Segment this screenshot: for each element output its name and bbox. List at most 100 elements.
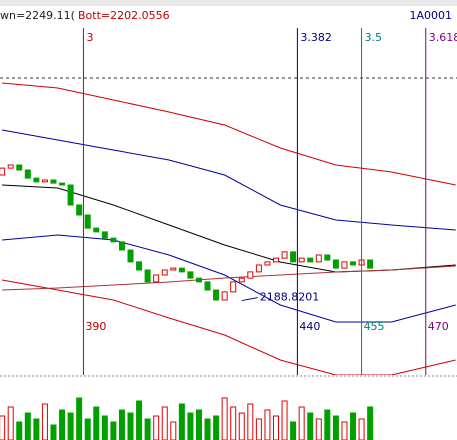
candle <box>84 214 91 229</box>
candle <box>187 271 194 279</box>
volume-bar <box>238 412 245 440</box>
volume-bar <box>7 406 14 440</box>
volume-bar <box>332 415 339 440</box>
candle <box>255 264 262 273</box>
volume-bar <box>76 397 83 440</box>
time-ratio: 3.382 <box>300 31 332 44</box>
candle <box>136 261 143 271</box>
candle <box>315 254 322 263</box>
volume-bar <box>367 406 374 440</box>
time-ratio: 3.5 <box>365 31 383 44</box>
volume-bar <box>195 409 202 440</box>
candle <box>367 259 374 269</box>
volume-bar <box>221 397 228 440</box>
candle <box>230 281 237 293</box>
volume-bar <box>298 406 305 440</box>
volume-bar <box>16 421 23 440</box>
candle <box>7 164 14 169</box>
volume-bar <box>59 409 66 440</box>
band-line <box>2 234 456 323</box>
time-bar: 440 <box>299 320 320 333</box>
band-line <box>2 129 456 231</box>
volume-bar <box>136 400 143 440</box>
volume-bar <box>93 406 100 440</box>
volume-bar <box>204 418 211 440</box>
volume-bar <box>324 409 331 440</box>
volume-bar <box>67 412 74 440</box>
volume-bar <box>24 412 31 440</box>
volume-bar <box>290 421 297 440</box>
time-bar: 390 <box>85 320 106 333</box>
candle <box>213 289 220 301</box>
candle <box>0 167 6 176</box>
volume-bar <box>41 403 48 440</box>
candle <box>204 281 211 291</box>
volume-bar <box>247 403 254 440</box>
candle <box>324 254 331 261</box>
candle <box>93 227 100 233</box>
candle <box>178 267 185 273</box>
volume-bar <box>178 403 185 440</box>
candle <box>33 177 40 183</box>
time-ratio: 3.618 <box>429 31 457 44</box>
candle <box>341 261 348 269</box>
candle <box>144 269 151 283</box>
header-code: 1A0001 <box>409 9 452 22</box>
volume-bar <box>358 418 365 440</box>
candle <box>307 257 314 263</box>
header-bott: Bott=2202.0556 <box>78 9 170 22</box>
candle <box>59 182 66 186</box>
volume-bar <box>50 424 57 440</box>
volume-bar <box>230 406 237 440</box>
volume-bar <box>33 418 40 440</box>
volume-bar <box>110 421 117 440</box>
low-arrow <box>241 297 258 302</box>
volume-bar <box>118 409 125 440</box>
time-bar: 455 <box>364 320 385 333</box>
band-line <box>2 279 456 375</box>
volume-bar <box>213 415 220 440</box>
volume-panel <box>0 397 374 440</box>
time-strip <box>0 0 457 6</box>
volume-bar <box>153 415 160 440</box>
volume-bar <box>161 406 168 440</box>
volume-bar <box>144 418 151 440</box>
candle <box>153 274 160 283</box>
header-left: wn=2249.11( <box>0 9 75 22</box>
candle <box>247 271 254 279</box>
band-line <box>2 82 456 186</box>
candle <box>161 269 168 276</box>
candle <box>41 179 48 183</box>
volume-bar <box>0 415 6 440</box>
candle <box>118 241 125 251</box>
volume-bar <box>170 421 177 440</box>
volume-bar <box>127 412 134 440</box>
candle <box>110 237 117 243</box>
volume-bar <box>264 409 271 440</box>
volume-bar <box>187 412 194 440</box>
candle <box>298 257 305 263</box>
candle <box>50 179 57 184</box>
volume-bar <box>272 415 279 440</box>
volume-bar <box>255 418 262 440</box>
candle <box>272 257 279 263</box>
volume-bar <box>84 418 91 440</box>
candle <box>332 259 339 269</box>
candle <box>67 184 74 206</box>
time-ratio: 3 <box>86 31 93 44</box>
candle <box>76 204 83 216</box>
candle <box>221 291 228 301</box>
low-label: 2188.8201 <box>260 291 320 304</box>
time-bar: 470 <box>428 320 449 333</box>
candle <box>290 251 297 263</box>
volume-bar <box>101 415 108 440</box>
candle <box>24 169 31 179</box>
candle <box>101 231 108 239</box>
volume-bar <box>307 412 314 440</box>
candle <box>238 277 245 283</box>
candle <box>195 277 202 283</box>
candle <box>127 249 134 263</box>
candle <box>281 251 288 259</box>
